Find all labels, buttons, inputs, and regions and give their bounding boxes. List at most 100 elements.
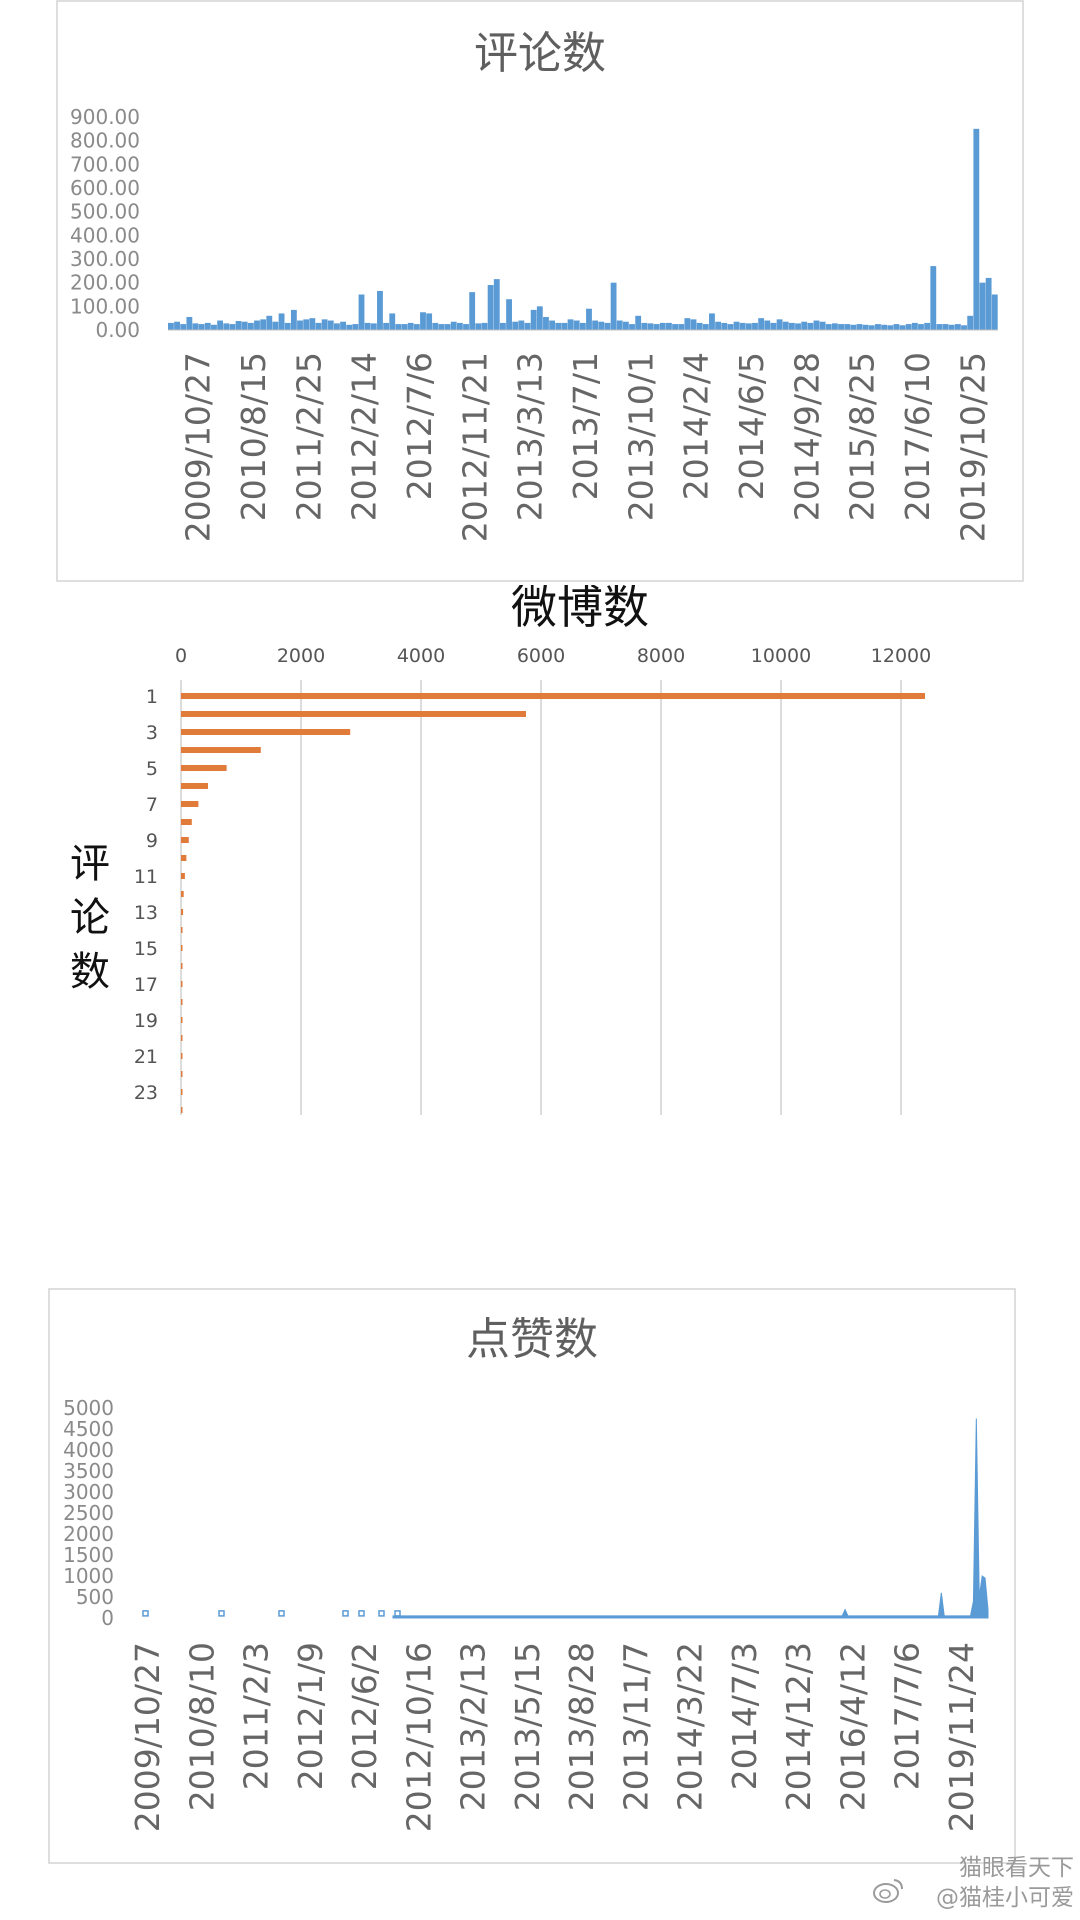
y-tick-label: 3500: [63, 1459, 114, 1483]
chart-border: [48, 1288, 1016, 1864]
bar: [733, 321, 740, 330]
bar: [181, 963, 183, 969]
bar: [954, 324, 961, 330]
bar: [622, 321, 629, 330]
bar: [832, 323, 838, 330]
chart-title: 微博数: [511, 585, 649, 634]
bar: [512, 321, 519, 330]
y-tick-label: 3: [146, 722, 158, 744]
bar: [340, 321, 346, 330]
comment-chart-panel: 评论数 900.00 800.00 700.00 600.00 500.00 400.00…: [56, 0, 1024, 582]
bar: [647, 323, 654, 330]
bar: [181, 1107, 183, 1113]
x-tick-label: 2012/2/14: [345, 352, 384, 521]
x-tick-label: 2013/11/7: [616, 1642, 655, 1811]
bar: [991, 294, 998, 330]
bar: [518, 320, 525, 330]
bar: [807, 322, 814, 330]
y-tick-label: 700.00: [70, 152, 140, 176]
x-tick-label: 0: [175, 645, 187, 667]
bar: [868, 325, 875, 330]
bar: [875, 324, 881, 330]
x-tick-label: 2011/2/3: [237, 1642, 276, 1790]
bar: [364, 322, 371, 330]
bar: [653, 324, 660, 330]
bar: [334, 323, 340, 330]
bar: [487, 285, 494, 330]
bar: [659, 322, 666, 330]
bar: [204, 322, 211, 330]
bar: [469, 292, 476, 330]
bar: [181, 729, 351, 735]
bar: [561, 322, 568, 330]
watermark: 猫眼看天下 @猫桂小可爱: [868, 1848, 1074, 1911]
y-tick-label: 19: [134, 1010, 158, 1032]
bar: [819, 321, 826, 330]
bar: [715, 321, 722, 330]
bar: [303, 319, 310, 330]
likes-chart-panel: 点赞数 5000 4500 4000 3500 3000 2500 2000 1500 1000…: [48, 1288, 1016, 1864]
data-point: [278, 1610, 285, 1617]
x-tick-label: 2014/6/5: [732, 352, 771, 500]
bar: [181, 1053, 183, 1059]
bar: [745, 323, 752, 330]
bar: [168, 322, 174, 330]
y-tick-label: 800.00: [70, 129, 140, 153]
y-axis-label-char-3: 数: [70, 949, 110, 995]
y-tick-label: 4500: [63, 1417, 114, 1441]
bar: [254, 320, 260, 330]
x-tick-label: 2019/11/24: [942, 1642, 981, 1832]
bar: [911, 322, 918, 330]
bar: [985, 277, 992, 330]
bar: [407, 322, 414, 330]
bar: [604, 322, 611, 330]
bar: [444, 324, 451, 330]
data-point: [342, 1610, 349, 1617]
weibo-logo-icon: [873, 1879, 903, 1903]
x-tick-label: 12000: [871, 645, 931, 667]
bar: [844, 324, 851, 330]
bar: [598, 321, 605, 330]
bar: [309, 318, 316, 330]
bar: [850, 324, 857, 330]
bar: [567, 319, 574, 330]
chart-title: 点赞数: [466, 1314, 598, 1365]
x-tick-label: 2019/10/25: [953, 352, 992, 542]
bar: [924, 322, 931, 330]
bar: [241, 321, 248, 330]
y-tick-label: 2500: [63, 1501, 114, 1525]
y-tick-label: 15: [134, 938, 158, 960]
bar: [948, 324, 955, 330]
bar: [481, 322, 488, 330]
bar: [776, 319, 783, 330]
bar: [181, 1071, 183, 1077]
bar: [536, 306, 543, 330]
bar: [181, 999, 183, 1005]
y-tick-label: 23: [134, 1082, 158, 1104]
bar: [586, 308, 592, 330]
bar: [967, 315, 974, 330]
bar: [555, 322, 562, 330]
x-tick-label: 2013/10/1: [621, 352, 660, 521]
watermark-line-1: 猫眼看天下: [959, 1855, 1074, 1881]
bar: [795, 323, 801, 330]
bar: [801, 321, 808, 330]
x-tick-label: 2012/10/16: [399, 1642, 438, 1832]
x-tick-label: 10000: [751, 645, 811, 667]
bar: [758, 318, 765, 330]
bar: [893, 324, 900, 330]
bar: [573, 320, 580, 330]
y-tick-label: 4000: [63, 1438, 114, 1462]
data-point: [378, 1610, 385, 1617]
y-axis-label-char-2: 论: [70, 895, 110, 941]
bar: [181, 1089, 183, 1095]
x-tick-label: 2009/10/27: [179, 352, 218, 542]
weibo-count-chart: 微博数 0 2000 4000 6000 8000 10000 12000 13579111…: [70, 580, 931, 1115]
y-tick-label: 17: [134, 974, 158, 996]
bar: [530, 309, 537, 330]
bar: [181, 819, 192, 825]
bar: [181, 801, 199, 807]
y-tick-label: 100.00: [70, 294, 140, 318]
y-tick-label: 7: [146, 794, 158, 816]
bar: [450, 321, 457, 330]
